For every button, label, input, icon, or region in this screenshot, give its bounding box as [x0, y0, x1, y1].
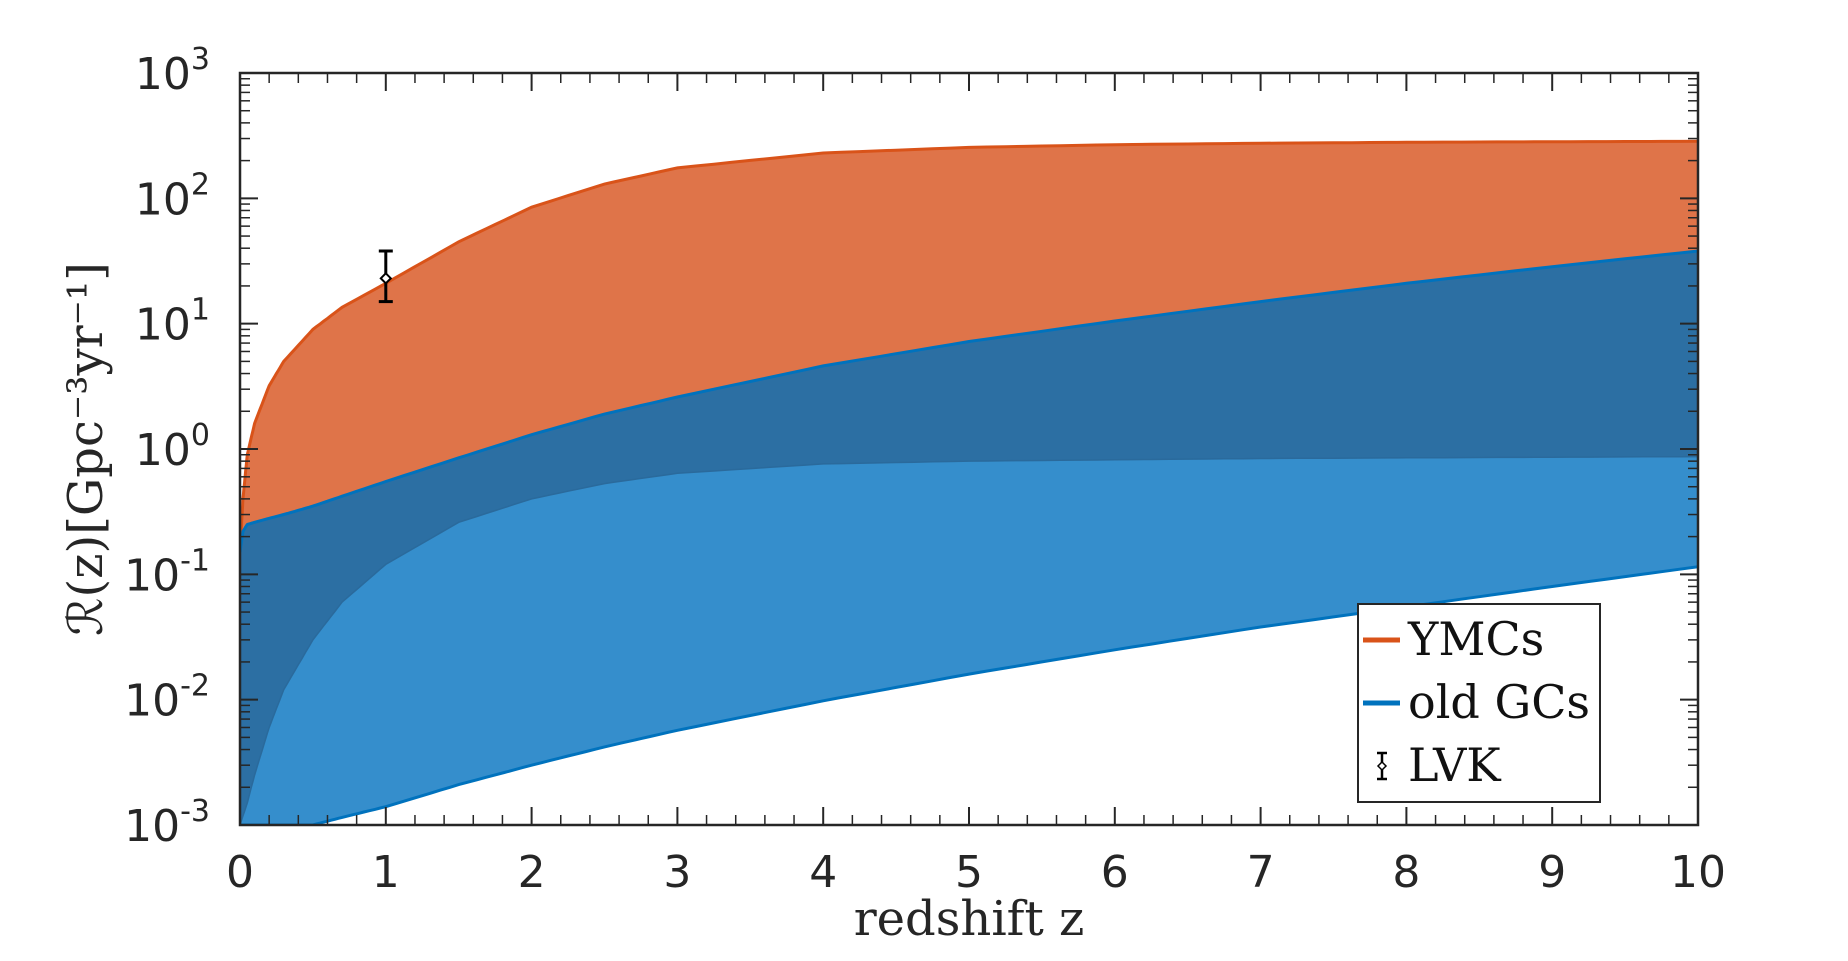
- x-tick-label: 9: [1538, 847, 1566, 898]
- y-tick-label: 103: [135, 42, 210, 100]
- lvk-point: [379, 271, 393, 285]
- band-layer: [240, 139, 1698, 825]
- x-axis-label: redshift z: [854, 891, 1085, 947]
- legend-label-old-gcs: old GCs: [1408, 675, 1590, 729]
- line-old-gcs-inner: [240, 455, 1698, 825]
- band-old-gcs-overlap: [240, 251, 1698, 825]
- x-tick-label: 5: [955, 847, 983, 898]
- x-tick-label: 3: [663, 847, 691, 898]
- x-tick-label: 2: [518, 847, 546, 898]
- tick-label-layer: 0 1 2 3 4 5 6 7 8 9 10 10-3 10-2 10-1 100 101 102 103: [124, 42, 1726, 898]
- line-old-gcs-upper: [240, 249, 1698, 553]
- legend-swatch-lvk-errorbar: [1376, 751, 1388, 781]
- x-tick-label: 4: [809, 847, 837, 898]
- y-tick-label: 10-1: [124, 543, 210, 601]
- band-ymcs: [240, 141, 1698, 553]
- tick-layer: [239, 72, 1699, 826]
- y-tick-label: 10-2: [124, 669, 210, 727]
- y-tick-label: 10-3: [124, 794, 210, 852]
- marker-layer: [378, 249, 393, 304]
- y-tick-label: 101: [135, 293, 210, 351]
- legend-item-ymcs: YMCs: [1363, 612, 1544, 666]
- y-tick-label: 102: [135, 167, 210, 225]
- x-tick-label: 6: [1101, 847, 1129, 898]
- legend-label-lvk: LVK: [1408, 738, 1502, 792]
- x-tick-label: 7: [1247, 847, 1275, 898]
- y-axis-label: ℛ(z)[Gpc⁻³yr⁻¹]: [58, 262, 114, 636]
- legend: YMCs old GCs LVK: [1357, 603, 1601, 803]
- legend-item-lvk: LVK: [1376, 738, 1502, 792]
- line-ymcs-upper: [240, 139, 1698, 553]
- x-tick-label: 1: [372, 847, 400, 898]
- x-tick-label: 0: [226, 847, 254, 898]
- legend-label-ymcs: YMCs: [1407, 612, 1544, 666]
- x-tick-label: 8: [1392, 847, 1420, 898]
- line-old-gcs-lower: [240, 565, 1698, 825]
- legend-errorbar-point: [1376, 760, 1388, 772]
- y-tick-label: 100: [135, 418, 210, 476]
- legend-item-old-gcs: old GCs: [1363, 675, 1590, 729]
- x-tick-label: 10: [1670, 847, 1726, 898]
